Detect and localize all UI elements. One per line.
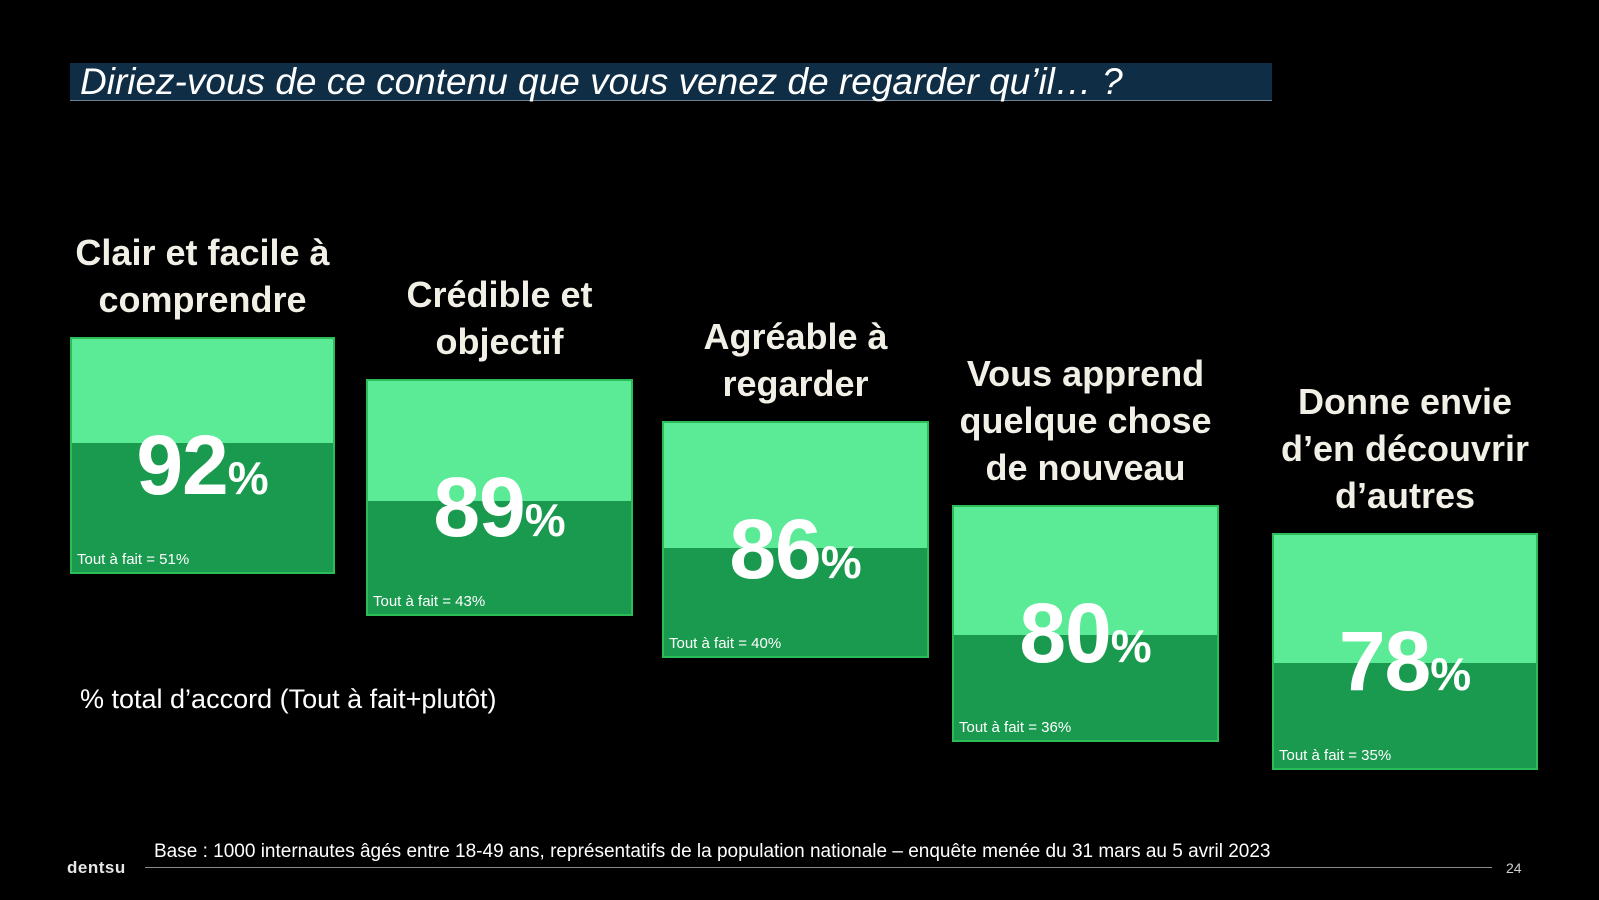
value-number: 89 (433, 460, 525, 554)
total-agree-bar: 92% Tout à fait = 51% (70, 337, 335, 574)
total-agree-bar: 80% Tout à fait = 36% (952, 505, 1219, 742)
category-label-line: d’en découvrir (1280, 428, 1530, 469)
category-label: Crédible et objectif (340, 271, 660, 365)
tout-a-fait-segment (72, 443, 333, 572)
tout-a-fait-segment (368, 501, 631, 614)
category-label-line: Crédible et (406, 274, 593, 315)
value-number: 80 (1019, 586, 1111, 680)
value-label: 92% (72, 417, 333, 514)
tout-a-fait-label: Tout à fait = 35% (1279, 747, 1392, 764)
category-label: Agréable à regarder (636, 313, 956, 407)
category-label-line: regarder (722, 363, 869, 404)
value-label: 86% (664, 501, 927, 598)
tout-a-fait-segment (1274, 663, 1536, 768)
footer-divider (145, 867, 1492, 868)
category-label-line: d’autres (1334, 475, 1476, 516)
tout-a-fait-label: Tout à fait = 51% (77, 551, 190, 568)
category-label-line: quelque chose (959, 400, 1212, 441)
category-label-line: comprendre (98, 279, 307, 320)
legend-note: % total d’accord (Tout à fait+plutôt) (80, 684, 497, 714)
category-label-line: Clair et facile à (75, 232, 330, 273)
category-label: Vous apprend quelque chose de nouveau (926, 350, 1246, 491)
total-agree-bar: 86% Tout à fait = 40% (662, 421, 929, 658)
total-agree-bar: 78% Tout à fait = 35% (1272, 533, 1538, 770)
tout-a-fait-segment (664, 548, 927, 656)
value-percent-sign: % (1110, 620, 1152, 672)
tout-a-fait-segment (954, 635, 1217, 740)
total-agree-bar: 89% Tout à fait = 43% (366, 379, 633, 616)
slide-title: Diriez-vous de ce contenu que vous venez… (80, 61, 1123, 102)
category-label-line: Agréable à (703, 316, 888, 357)
value-label: 89% (368, 459, 631, 556)
category-label-line: objectif (435, 321, 564, 362)
value-percent-sign: % (1430, 648, 1472, 700)
tout-a-fait-label: Tout à fait = 36% (959, 719, 1072, 736)
brand-logo: dentsu (67, 858, 126, 877)
category-label: Clair et facile à comprendre (43, 229, 363, 323)
value-number: 86 (729, 502, 821, 596)
category-label: Donne envie d’en découvrir d’autres (1245, 378, 1565, 519)
value-percent-sign: % (820, 536, 862, 588)
tout-a-fait-label: Tout à fait = 40% (669, 635, 782, 652)
category-label-line: de nouveau (985, 447, 1186, 488)
category-label-line: Vous apprend (966, 353, 1205, 394)
value-percent-sign: % (524, 494, 566, 546)
title-bar: Diriez-vous de ce contenu que vous venez… (70, 63, 1272, 101)
footer-base-note: Base : 1000 internautes âgés entre 18-49… (154, 841, 1271, 862)
value-label: 80% (954, 585, 1217, 682)
value-number: 92 (136, 418, 228, 512)
category-label-line: Donne envie (1297, 381, 1513, 422)
page-number: 24 (1506, 860, 1522, 876)
value-label: 78% (1274, 613, 1536, 710)
value-percent-sign: % (227, 452, 269, 504)
value-number: 78 (1338, 614, 1431, 708)
tout-a-fait-label: Tout à fait = 43% (373, 593, 486, 610)
